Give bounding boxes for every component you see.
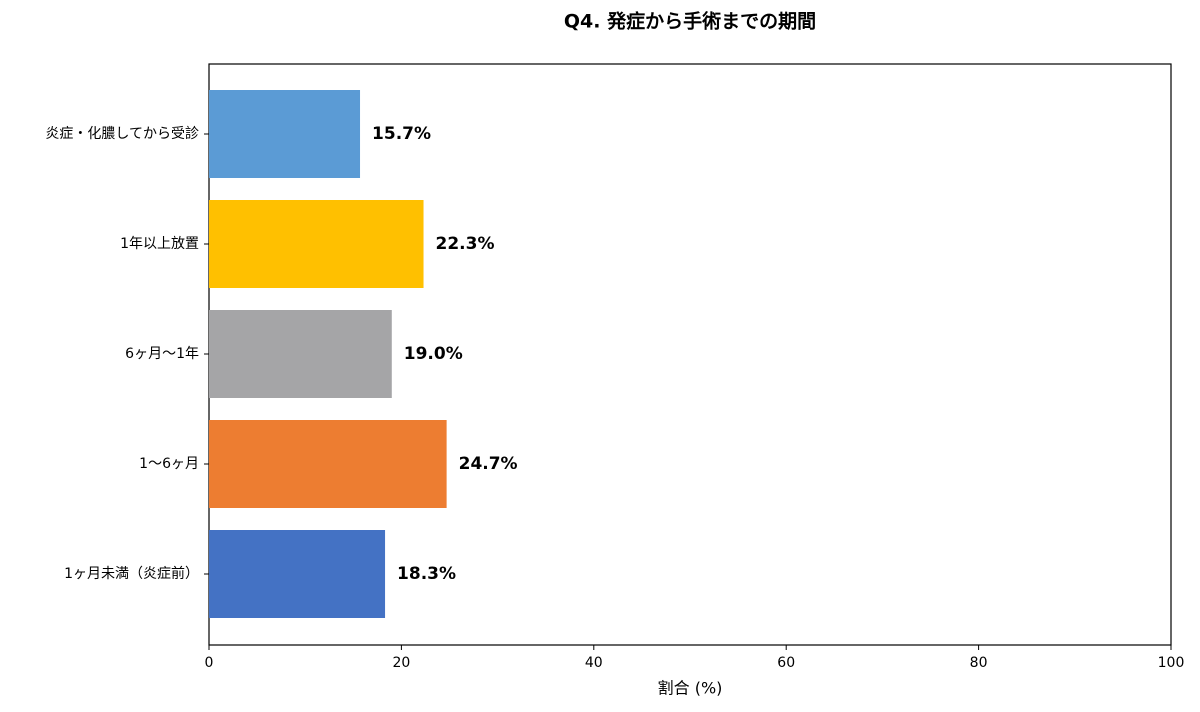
y-tick-label: 1年以上放置 xyxy=(120,236,199,252)
x-axis-label: 割合 (%) xyxy=(658,679,723,698)
value-label: 18.3% xyxy=(397,564,456,584)
value-label: 24.7% xyxy=(459,454,518,474)
value-label: 15.7% xyxy=(372,124,431,144)
y-tick-label: 6ヶ月〜1年 xyxy=(125,346,199,362)
bar xyxy=(209,420,447,508)
x-tick-label: 40 xyxy=(585,655,603,671)
y-tick-label: 炎症・化膿してから受診 xyxy=(45,126,199,142)
y-tick-label: 1ヶ月未満（炎症前） xyxy=(64,565,199,582)
x-tick-label: 100 xyxy=(1158,655,1185,671)
value-label: 22.3% xyxy=(436,234,495,254)
bar xyxy=(209,90,361,178)
y-tick-label: 1〜6ヶ月 xyxy=(139,456,199,472)
chart-title: Q4. 発症から手術までの期間 xyxy=(564,10,816,33)
x-tick-label: 20 xyxy=(392,655,410,671)
bar xyxy=(209,530,386,618)
bar xyxy=(209,200,424,288)
bar xyxy=(209,310,392,398)
x-tick-label: 60 xyxy=(777,655,795,671)
x-tick-label: 0 xyxy=(205,655,214,671)
value-label: 19.0% xyxy=(404,344,463,364)
x-tick-label: 80 xyxy=(970,655,988,671)
